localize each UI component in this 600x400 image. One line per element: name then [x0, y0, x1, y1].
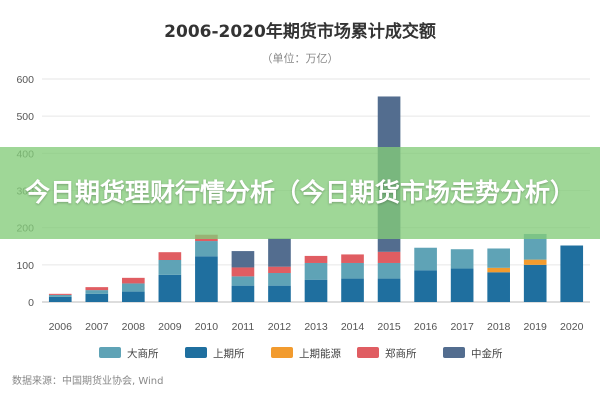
- x-tick-label: 2012: [268, 321, 292, 333]
- x-tick-label: 2016: [414, 321, 438, 333]
- bar-segment: [85, 290, 109, 294]
- bar-segment: [195, 241, 218, 257]
- x-tick-label: 2007: [85, 321, 109, 333]
- bar-segment: [268, 285, 291, 302]
- bar-segment: [268, 266, 291, 274]
- legend-label: 上期所: [213, 348, 245, 360]
- chart-subtitle: （单位：万亿）: [262, 51, 339, 65]
- bar-segment: [341, 262, 364, 279]
- bar-segment: [48, 293, 72, 295]
- bar-segment: [377, 262, 401, 279]
- y-tick-label: 100: [16, 260, 34, 272]
- x-tick-label: 2010: [195, 321, 219, 333]
- bar-segment: [450, 268, 474, 302]
- bar-segment: [414, 247, 437, 271]
- bar-segment: [231, 285, 255, 302]
- bar-segment: [450, 249, 474, 269]
- x-axis: 2006 2007 2008 2009 2010 2011 2012 2013 2014 2015…: [49, 321, 584, 333]
- legend-swatch: [99, 347, 121, 358]
- bar-segment: [48, 294, 72, 297]
- bar-segment: [523, 233, 547, 260]
- bar-segment: [377, 278, 401, 302]
- bar-segment: [122, 291, 145, 302]
- bar-segment: [158, 252, 182, 261]
- bar-segment: [523, 259, 547, 265]
- x-tick-label: 2013: [304, 321, 328, 333]
- bar-segment: [487, 248, 510, 268]
- x-tick-label: 2019: [524, 321, 548, 333]
- y-tick-label: 500: [16, 111, 34, 123]
- bar-segment: [377, 251, 401, 263]
- x-tick-label: 2015: [377, 321, 401, 333]
- x-tick-label: 2017: [450, 321, 474, 333]
- bar-segment: [523, 264, 547, 302]
- x-tick-label: 2014: [341, 321, 365, 333]
- bar-segment: [341, 278, 364, 302]
- bar-segment: [195, 256, 218, 302]
- legend-swatch: [185, 347, 207, 358]
- legend-label: 中金所: [471, 347, 503, 360]
- bar-segment: [414, 270, 437, 302]
- overlay-banner: 今日期货理财行情分析（今日期货市场走势分析）: [0, 147, 600, 239]
- bar-segment: [122, 277, 145, 284]
- x-tick-label: 2008: [122, 321, 146, 333]
- bar-segment: [304, 279, 328, 302]
- legend-swatch: [271, 347, 293, 358]
- x-tick-label: 2018: [487, 321, 511, 333]
- legend-swatch: [357, 347, 379, 358]
- bar-segment: [158, 274, 182, 302]
- bar-segment: [48, 296, 72, 302]
- x-tick-label: 2011: [232, 321, 255, 333]
- bar-segment: [231, 276, 255, 286]
- bar-segment: [231, 267, 255, 277]
- legend-label: 大商所: [127, 347, 159, 360]
- bar-segment: [122, 283, 145, 292]
- bars: [48, 96, 584, 302]
- x-tick-label: 2009: [158, 321, 182, 333]
- bar-segment: [85, 287, 109, 291]
- bar-segment: [268, 273, 291, 286]
- y-tick-label: 600: [16, 74, 34, 86]
- bar-segment: [85, 293, 109, 302]
- bar-segment: [304, 255, 328, 263]
- bar-segment: [560, 245, 584, 302]
- x-tick-label: 2006: [49, 321, 73, 333]
- legend-label: 上期能源: [299, 347, 341, 360]
- chart-title: 2006-2020年期货市场累计成交额: [164, 21, 436, 42]
- bar-segment: [487, 267, 510, 273]
- overlay-title: 今日期货理财行情分析（今日期货市场走势分析）: [24, 178, 575, 207]
- bar-segment: [158, 260, 182, 275]
- bar-segment: [304, 262, 328, 280]
- source-note: 数据来源：中国期货业协会, Wind: [12, 374, 164, 387]
- legend-swatch: [443, 347, 465, 358]
- y-tick-label: 0: [28, 297, 34, 309]
- legend-label: 郑商所: [385, 347, 417, 360]
- bar-segment: [487, 272, 510, 302]
- bar-segment: [341, 254, 364, 263]
- bar-segment: [268, 238, 291, 267]
- bar-segment: [231, 251, 255, 268]
- legend: 大商所 上期所 上期能源 郑商所 中金所: [99, 347, 503, 360]
- x-tick-label: 2020: [560, 321, 584, 333]
